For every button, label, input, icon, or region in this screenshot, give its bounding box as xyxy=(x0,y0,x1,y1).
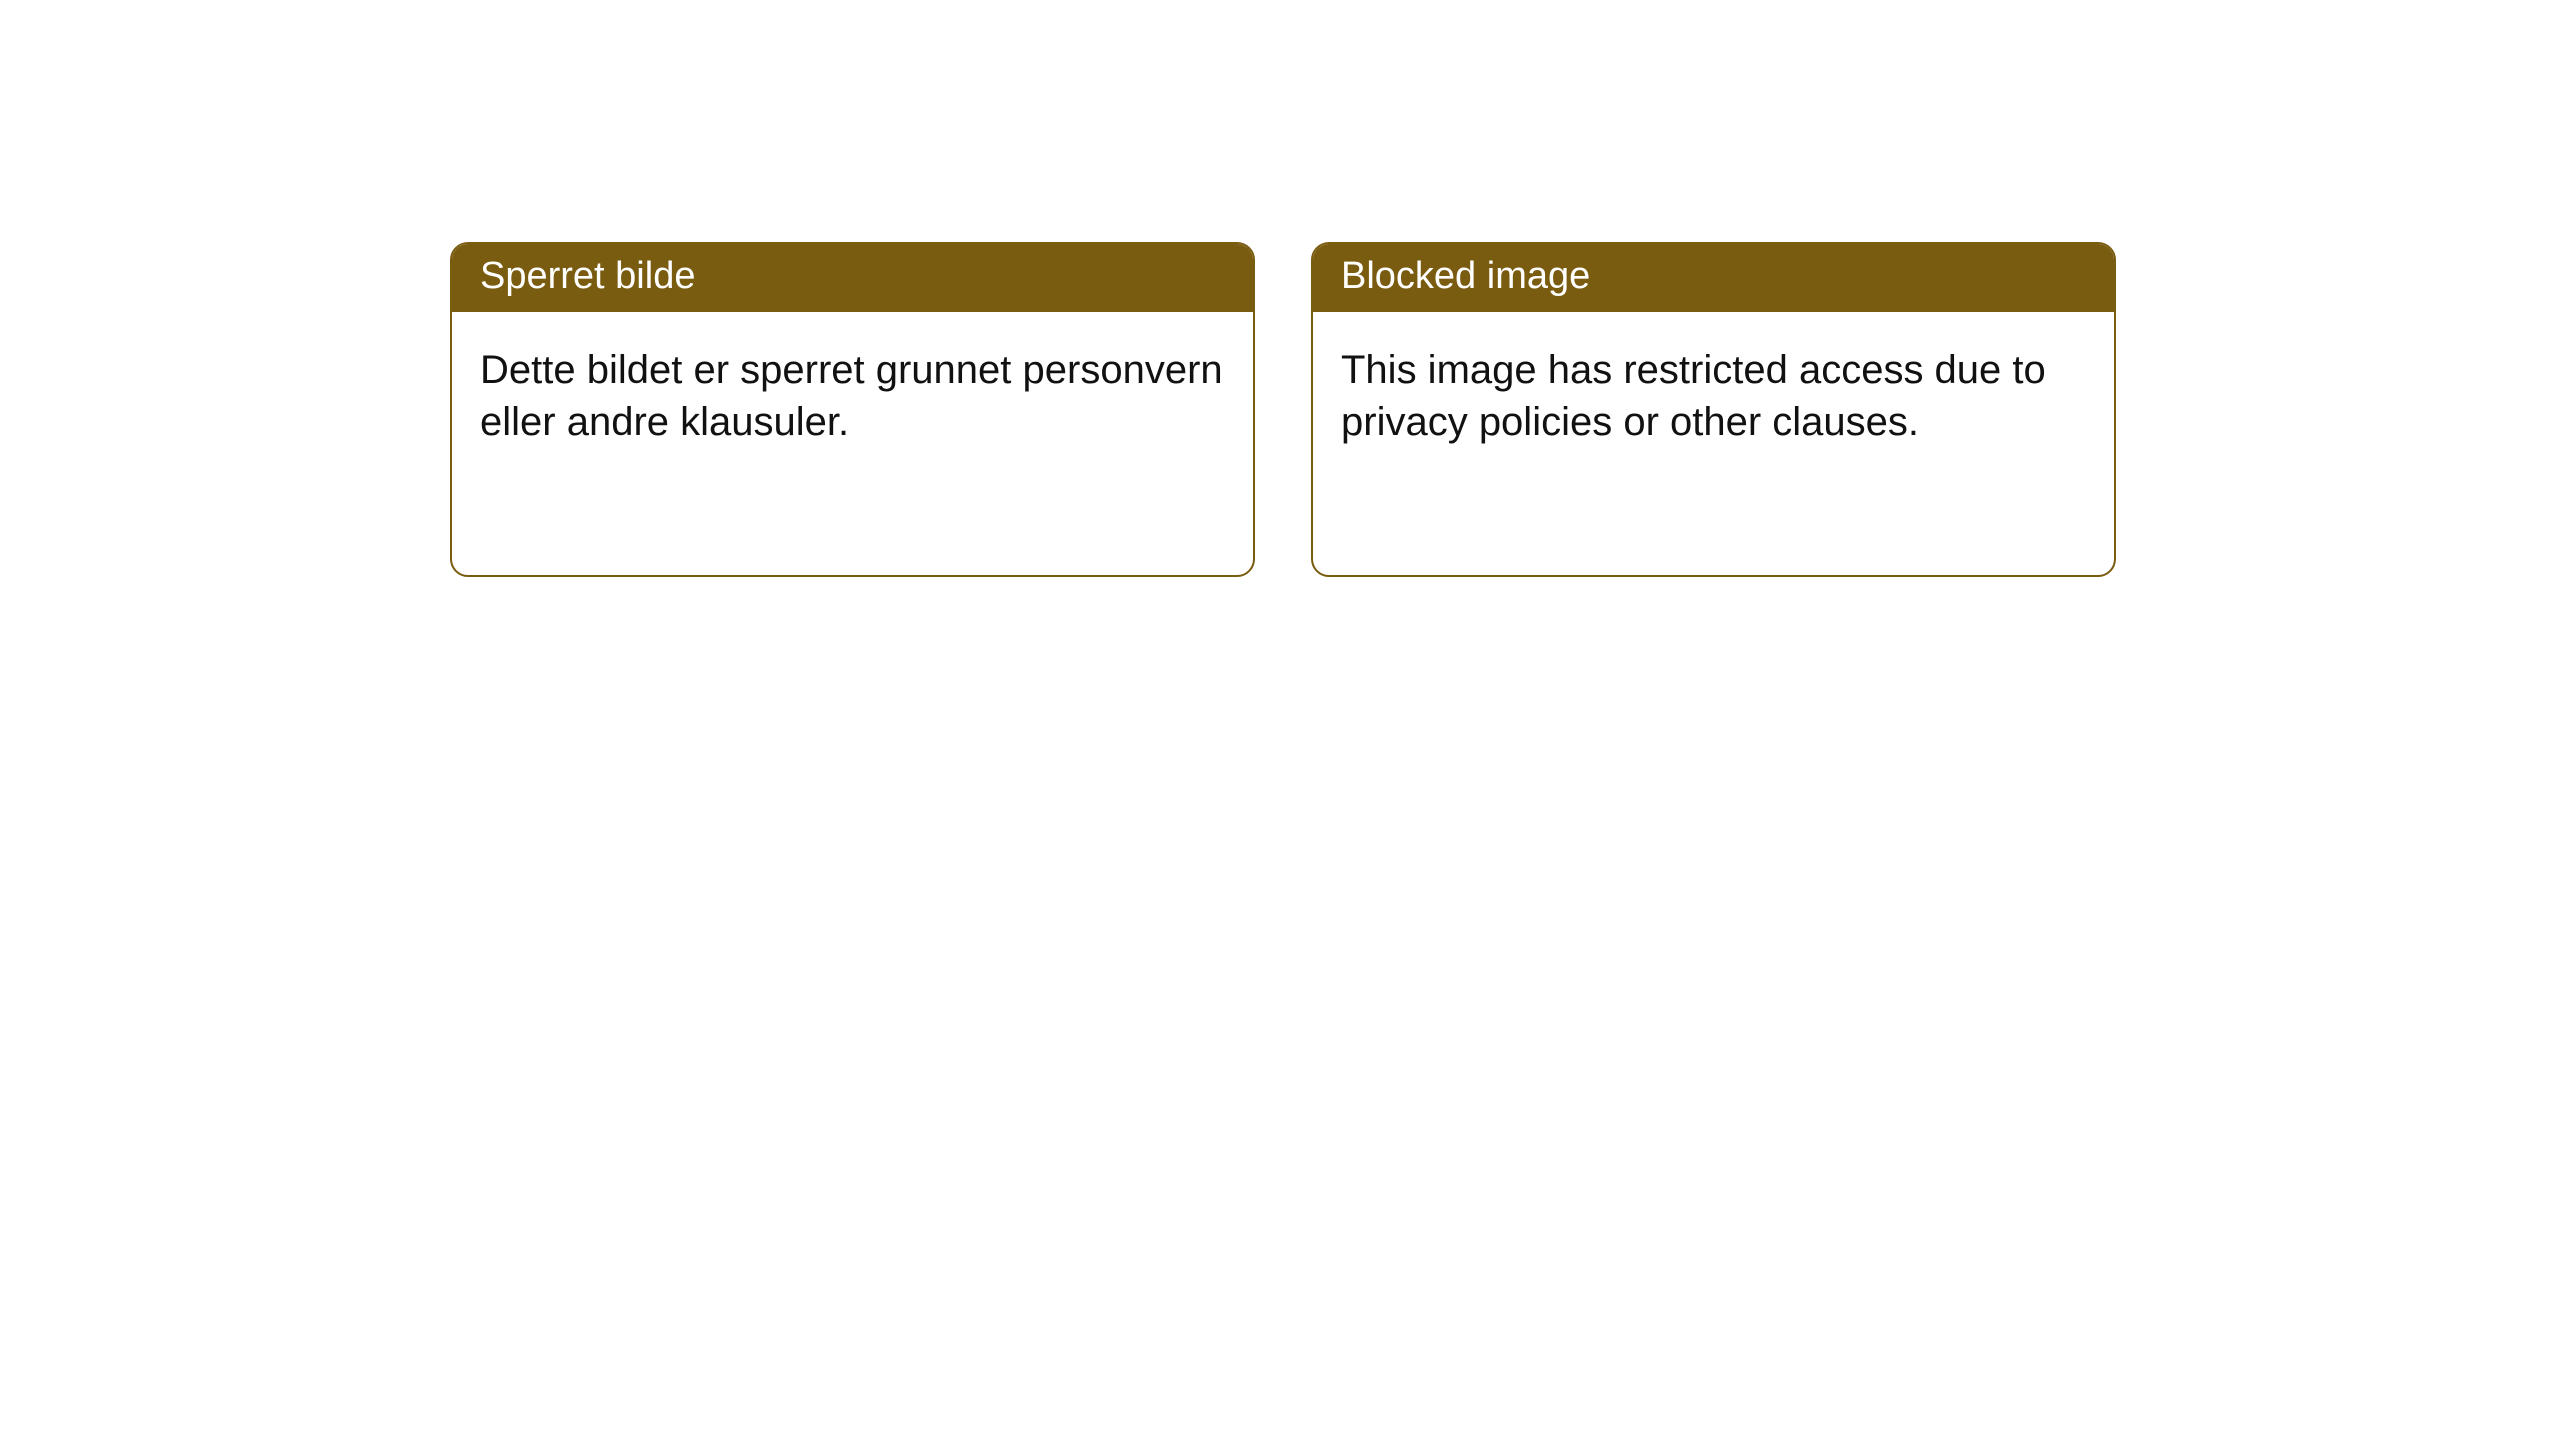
notice-card-title: Blocked image xyxy=(1313,244,2114,312)
notice-cards-container: Sperret bilde Dette bildet er sperret gr… xyxy=(450,242,2116,577)
notice-card-norwegian: Sperret bilde Dette bildet er sperret gr… xyxy=(450,242,1255,577)
notice-card-title: Sperret bilde xyxy=(452,244,1253,312)
notice-card-body: Dette bildet er sperret grunnet personve… xyxy=(452,312,1253,480)
notice-card-english: Blocked image This image has restricted … xyxy=(1311,242,2116,577)
notice-card-body: This image has restricted access due to … xyxy=(1313,312,2114,480)
